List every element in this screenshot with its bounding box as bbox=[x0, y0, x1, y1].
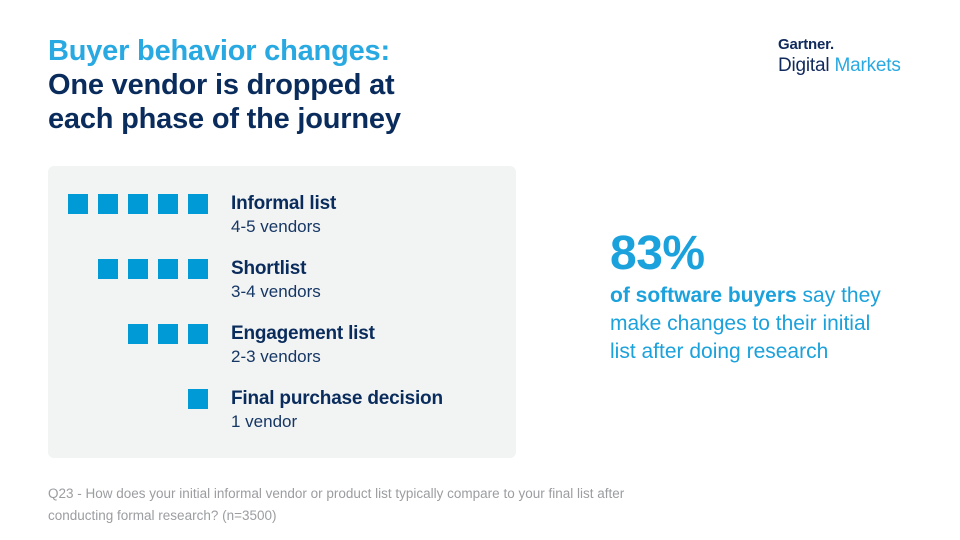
vendor-square bbox=[188, 259, 208, 279]
vendor-square bbox=[98, 259, 118, 279]
gartner-wordmark: Gartner. bbox=[778, 36, 834, 53]
phase-vendor-count: 3-4 vendors bbox=[231, 282, 321, 301]
phase-vendor-count: 2-3 vendors bbox=[231, 347, 321, 366]
vendor-square bbox=[188, 324, 208, 344]
digital-markets-wordmark: Digital Markets bbox=[778, 56, 901, 75]
phase-row-final-purchase-decision: Final purchase decision 1 vendor bbox=[68, 388, 516, 434]
phase-label: Engagement list bbox=[231, 323, 375, 344]
vendor-square bbox=[158, 259, 178, 279]
slide-title-line3: each phase of the journey bbox=[48, 103, 401, 135]
slide-title: Buyer behavior changes: One vendor is dr… bbox=[48, 34, 401, 136]
vendor-square bbox=[68, 194, 88, 214]
phase-label: Shortlist bbox=[231, 258, 307, 279]
pictograph-panel: Informal list 4-5 vendors Shortlist 3-4 … bbox=[48, 166, 516, 458]
phase-text: Final purchase decision 1 vendor bbox=[231, 388, 443, 434]
vendor-square bbox=[188, 389, 208, 409]
survey-footnote-line1: Q23 - How does your initial informal ven… bbox=[48, 486, 625, 501]
vendor-square bbox=[188, 194, 208, 214]
vendor-square bbox=[128, 194, 148, 214]
phase-row-shortlist: Shortlist 3-4 vendors bbox=[68, 258, 516, 304]
stat-description: of software buyers say they make changes… bbox=[610, 282, 882, 366]
digital-wordmark-part: Digital bbox=[778, 55, 830, 76]
vendor-square bbox=[98, 194, 118, 214]
phase-vendor-count: 1 vendor bbox=[231, 412, 298, 431]
survey-footnote-line2: conducting formal research? (n=3500) bbox=[48, 508, 277, 523]
slide-title-line2: One vendor is dropped at bbox=[48, 69, 395, 101]
vendor-square bbox=[158, 194, 178, 214]
stat-description-bold: of software buyers bbox=[610, 284, 797, 307]
vendor-squares-final-purchase-decision bbox=[68, 388, 208, 409]
gartner-digital-markets-logo: Gartner. Digital Markets bbox=[778, 37, 901, 75]
stat-description-rest: say they make changes to their initial l… bbox=[610, 284, 881, 363]
phase-vendor-count: 4-5 vendors bbox=[231, 217, 321, 236]
vendor-squares-engagement-list bbox=[68, 323, 208, 344]
phase-row-informal-list: Informal list 4-5 vendors bbox=[68, 193, 516, 239]
vendor-squares-informal-list bbox=[68, 193, 208, 214]
phase-label: Informal list bbox=[231, 193, 337, 214]
slide-title-highlight: Buyer behavior changes: bbox=[48, 35, 390, 67]
vendor-squares-shortlist bbox=[68, 258, 208, 279]
markets-wordmark-part: Markets bbox=[834, 55, 901, 76]
phase-text: Shortlist 3-4 vendors bbox=[231, 258, 321, 304]
survey-footnote: Q23 - How does your initial informal ven… bbox=[48, 483, 624, 527]
phase-text: Informal list 4-5 vendors bbox=[231, 193, 336, 239]
vendor-square bbox=[158, 324, 178, 344]
stat-percentage: 83% bbox=[610, 227, 705, 280]
phase-label: Final purchase decision bbox=[231, 388, 443, 409]
phase-row-engagement-list: Engagement list 2-3 vendors bbox=[68, 323, 516, 369]
vendor-square bbox=[128, 259, 148, 279]
phase-text: Engagement list 2-3 vendors bbox=[231, 323, 375, 369]
vendor-square bbox=[128, 324, 148, 344]
key-stat-block: 83% of software buyers say they make cha… bbox=[610, 230, 882, 366]
